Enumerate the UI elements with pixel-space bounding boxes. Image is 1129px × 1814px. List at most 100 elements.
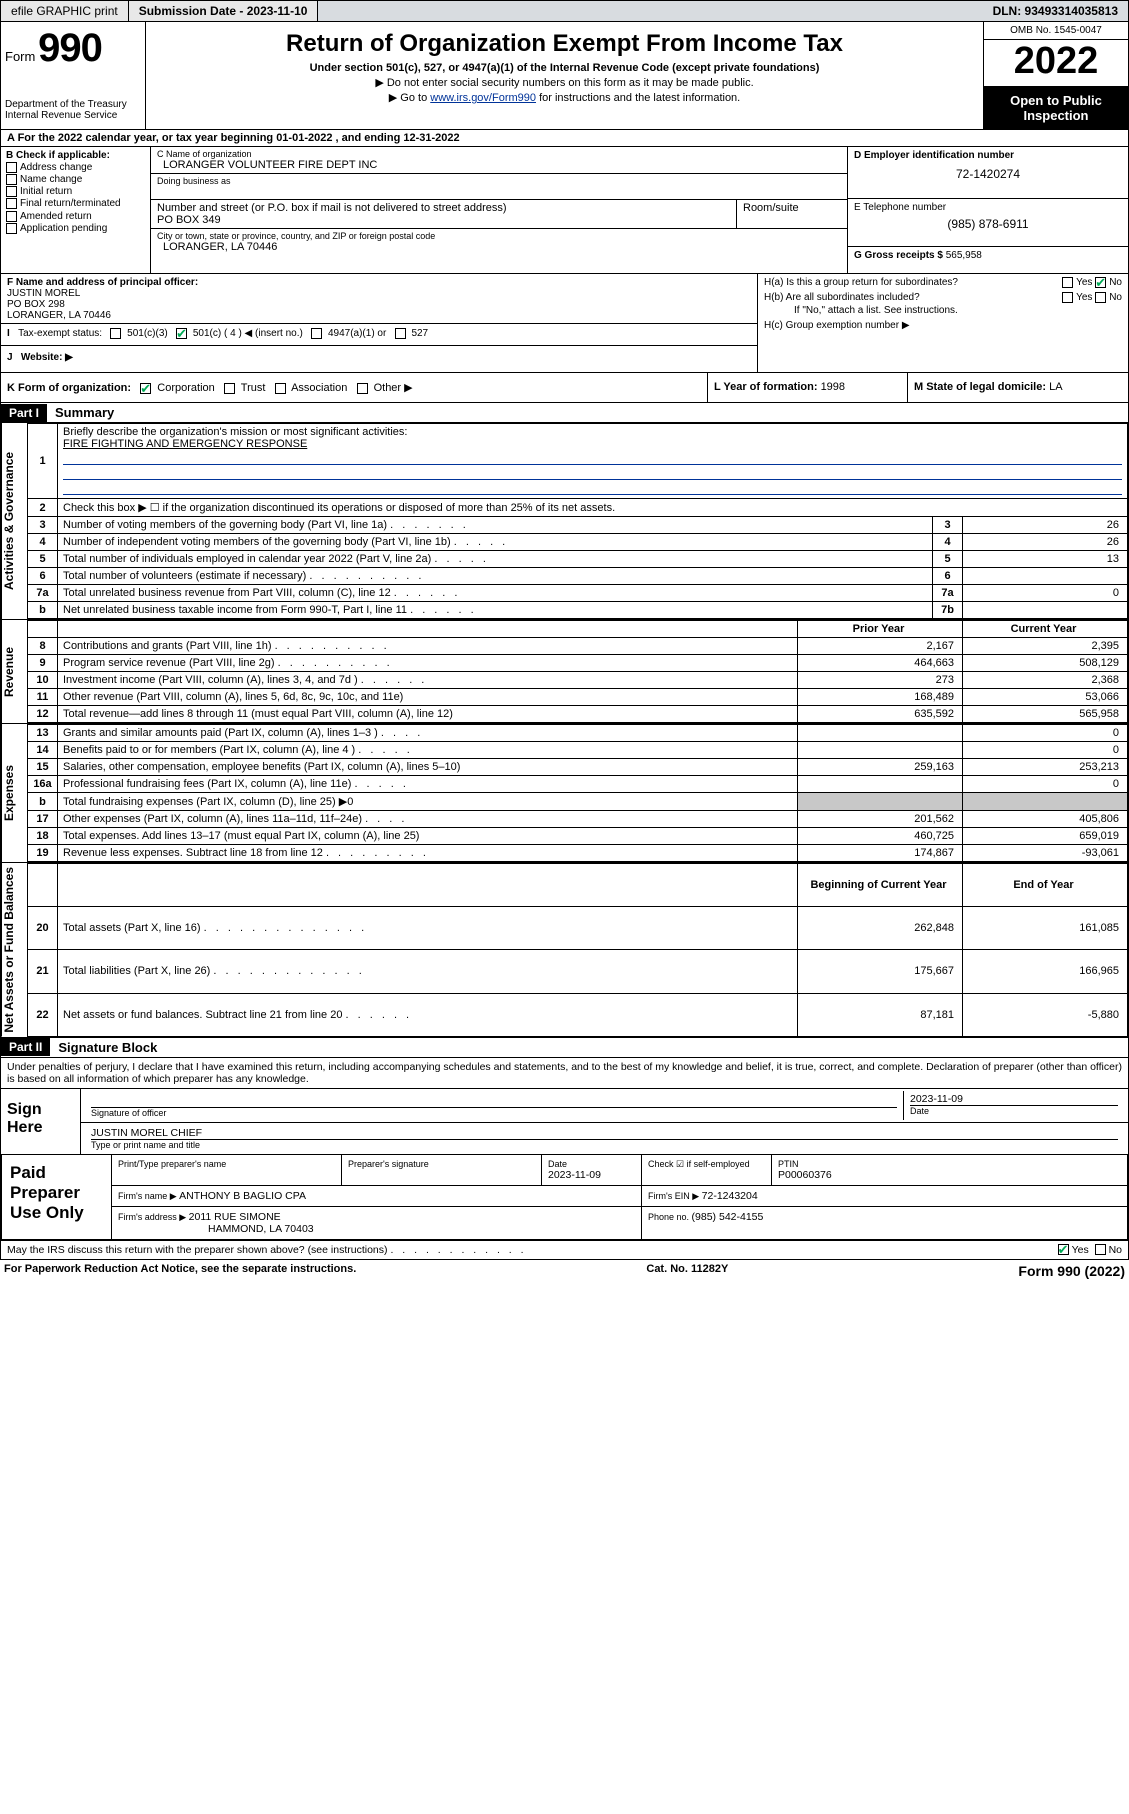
form990-link[interactable]: www.irs.gov/Form990 — [430, 92, 536, 104]
form-number: 990 — [38, 26, 102, 70]
gross-receipts-cell: G Gross receipts $ 565,958 — [848, 247, 1128, 273]
cb-association[interactable] — [275, 383, 286, 394]
box-l: L Year of formation: 1998 — [708, 373, 908, 402]
table-row: 8Contributions and grants (Part VIII, li… — [28, 638, 1128, 655]
org-name-label: C Name of organization — [157, 149, 841, 159]
part-1-header-row: Part I Summary — [0, 403, 1129, 423]
summary-expenses: Expenses 13Grants and similar amounts pa… — [0, 724, 1129, 863]
officer-name: JUSTIN MOREL — [7, 288, 751, 299]
gross-label: G Gross receipts $ — [854, 250, 946, 261]
cb-trust[interactable] — [224, 383, 235, 394]
box-c-org-info: C Name of organization LORANGER VOLUNTEE… — [151, 147, 848, 273]
efile-print-button[interactable]: efile GRAPHIC print — [1, 1, 129, 21]
cb-hb-no[interactable] — [1095, 292, 1106, 303]
cb-other[interactable] — [357, 383, 368, 394]
cb-hb-yes[interactable] — [1062, 292, 1073, 303]
cb-application-pending[interactable]: Application pending — [6, 223, 145, 234]
part-1-title: Summary — [47, 403, 122, 422]
form-footer-label: Form 990 (2022) — [1018, 1263, 1125, 1279]
addr-label: Number and street (or P.O. box if mail i… — [157, 202, 730, 214]
org-name: LORANGER VOLUNTEER FIRE DEPT INC — [157, 159, 841, 171]
city-value: LORANGER, LA 70446 — [157, 241, 841, 253]
form-title: Return of Organization Exempt From Incom… — [154, 30, 975, 58]
side-tab-revenue: Revenue — [1, 620, 27, 723]
l-label: L Year of formation: — [714, 381, 821, 393]
table-row: 18Total expenses. Add lines 13–17 (must … — [28, 828, 1128, 845]
form-subtitle-2: ▶ Do not enter social security numbers o… — [154, 76, 975, 89]
table-row: 1 Briefly describe the organization's mi… — [28, 424, 1128, 499]
firm-addr-label: Firm's address ▶ — [118, 1212, 189, 1222]
officer-addr2: LORANGER, LA 70446 — [7, 310, 751, 321]
omb-number: OMB No. 1545-0047 — [984, 22, 1128, 40]
cb-ha-no[interactable] — [1095, 277, 1106, 288]
h-c-label: H(c) Group exemption number ▶ — [764, 320, 1122, 331]
cb-initial-return[interactable]: Initial return — [6, 186, 145, 197]
cb-discuss-yes[interactable] — [1058, 1244, 1069, 1255]
cb-address-change[interactable]: Address change — [6, 162, 145, 173]
cb-501c3[interactable] — [110, 328, 121, 339]
section-fij-left: F Name and address of principal officer:… — [1, 274, 758, 372]
room-label: Room/suite — [743, 202, 841, 214]
officer-addr1: PO BOX 298 — [7, 299, 751, 310]
sig-date-value: 2023-11-09 — [910, 1093, 1118, 1105]
dept-treasury: Department of the Treasury — [5, 99, 141, 110]
table-row: 17Other expenses (Part IX, column (A), l… — [28, 811, 1128, 828]
officer-signature-line: Signature of officer 2023-11-09 Date — [81, 1089, 1128, 1123]
prep-name-label: Print/Type preparer's name — [118, 1159, 335, 1169]
box-b-label: B Check if applicable: — [6, 150, 145, 161]
h-a-row: H(a) Is this a group return for subordin… — [764, 277, 1122, 288]
summary-revenue: Revenue Prior YearCurrent Year 8Contribu… — [0, 620, 1129, 724]
firm-ein-label: Firm's EIN ▶ — [648, 1191, 702, 1201]
sub3-post: for instructions and the latest informat… — [536, 92, 740, 104]
type-name-label: Type or print name and title — [91, 1139, 1118, 1150]
firm-name: ANTHONY B BAGLIO CPA — [179, 1190, 306, 1202]
cb-corporation[interactable] — [140, 383, 151, 394]
signature-section: Under penalties of perjury, I declare th… — [0, 1058, 1129, 1260]
table-row: Paid Preparer Use Only Print/Type prepar… — [2, 1154, 1128, 1185]
table-row: 12Total revenue—add lines 8 through 11 (… — [28, 706, 1128, 723]
section-bcd: B Check if applicable: Address change Na… — [0, 147, 1129, 274]
part-2-title: Signature Block — [50, 1038, 165, 1057]
form-header: Form 990 Department of the Treasury Inte… — [0, 22, 1129, 130]
paid-preparer-label: Paid Preparer Use Only — [2, 1154, 112, 1239]
table-row: 20Total assets (Part X, line 16) . . . .… — [28, 907, 1128, 950]
summary-governance: Activities & Governance 1 Briefly descri… — [0, 423, 1129, 620]
perjury-declaration: Under penalties of perjury, I declare th… — [1, 1058, 1128, 1088]
cb-4947[interactable] — [311, 328, 322, 339]
city-label: City or town, state or province, country… — [157, 231, 841, 241]
row-j-website: J Website: ▶ — [1, 345, 757, 369]
cb-501c[interactable] — [176, 328, 187, 339]
cb-name-change[interactable]: Name change — [6, 174, 145, 185]
table-row: 22Net assets or fund balances. Subtract … — [28, 993, 1128, 1036]
cb-amended-return[interactable]: Amended return — [6, 211, 145, 222]
prep-phone-label: Phone no. — [648, 1212, 692, 1222]
cb-527[interactable] — [395, 328, 406, 339]
ptin-label: PTIN — [778, 1159, 1121, 1169]
officer-label: F Name and address of principal officer: — [7, 277, 751, 288]
table-row: 5Total number of individuals employed in… — [28, 551, 1128, 568]
cb-discuss-no[interactable] — [1095, 1244, 1106, 1255]
form-label: Form — [5, 49, 35, 64]
phone-label: E Telephone number — [854, 202, 1122, 213]
table-revenue: Prior YearCurrent Year 8Contributions an… — [27, 620, 1128, 723]
addr-value: PO BOX 349 — [157, 214, 730, 226]
firm-name-label: Firm's name ▶ — [118, 1191, 179, 1201]
phone-cell: E Telephone number (985) 878-6911 — [848, 199, 1128, 247]
table-row: Beginning of Current YearEnd of Year — [28, 864, 1128, 907]
table-row: 14Benefits paid to or for members (Part … — [28, 742, 1128, 759]
section-fijh: F Name and address of principal officer:… — [0, 274, 1129, 373]
tax-year: 2022 — [984, 40, 1128, 87]
table-expenses: 13Grants and similar amounts paid (Part … — [27, 724, 1128, 862]
dln-label: DLN: 93493314035813 — [983, 1, 1128, 21]
officer-name-line: JUSTIN MOREL CHIEF Type or print name an… — [81, 1123, 1128, 1154]
firm-addr1: 2011 RUE SIMONE — [189, 1211, 281, 1223]
cb-final-return[interactable]: Final return/terminated — [6, 198, 145, 209]
h-b-label: H(b) Are all subordinates included? — [764, 292, 920, 303]
cat-number: Cat. No. 11282Y — [646, 1263, 728, 1279]
table-row: 11Other revenue (Part VIII, column (A), … — [28, 689, 1128, 706]
part-1-badge: Part I — [1, 404, 47, 422]
table-row: 21Total liabilities (Part X, line 26) . … — [28, 950, 1128, 993]
cb-ha-yes[interactable] — [1062, 277, 1073, 288]
table-row: 9Program service revenue (Part VIII, lin… — [28, 655, 1128, 672]
row-i-tax-exempt: I Tax-exempt status: 501(c)(3) 501(c) ( … — [1, 323, 757, 343]
